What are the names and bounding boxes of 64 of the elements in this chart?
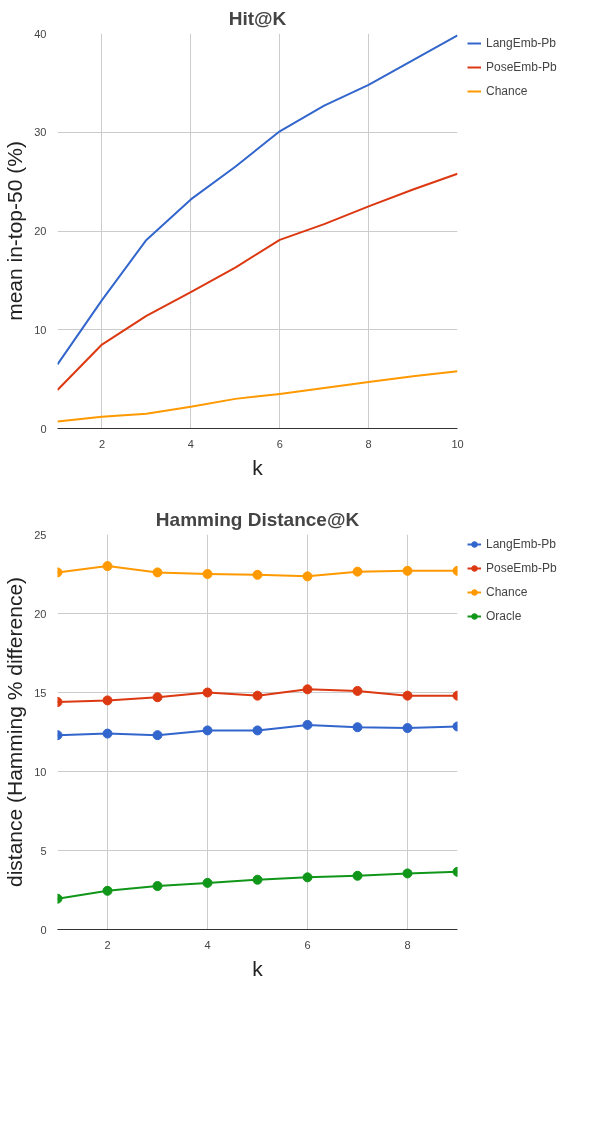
y-tick-label: 0 bbox=[40, 422, 47, 435]
point bbox=[402, 868, 413, 879]
y-tick-label: 5 bbox=[40, 844, 47, 857]
x-tick-label: 6 bbox=[276, 437, 283, 450]
x-tick-label: 8 bbox=[365, 437, 372, 450]
x-tick-label: 2 bbox=[98, 437, 106, 450]
point bbox=[152, 567, 163, 578]
point bbox=[402, 690, 413, 701]
chart-title: Hit@K bbox=[228, 7, 287, 29]
point bbox=[102, 561, 113, 572]
x-tick-label: 2 bbox=[104, 938, 111, 951]
x-tick-label: 10 bbox=[451, 437, 464, 450]
point bbox=[352, 722, 363, 733]
point bbox=[252, 874, 263, 885]
point bbox=[402, 565, 413, 576]
point bbox=[252, 690, 263, 701]
line-series bbox=[57, 34, 458, 366]
point bbox=[202, 687, 213, 698]
point bbox=[352, 566, 363, 577]
legend-label: PoseEmb-Pb bbox=[486, 60, 557, 74]
point bbox=[102, 728, 113, 739]
point bbox=[302, 684, 313, 695]
x-tick-label: 8 bbox=[404, 938, 411, 951]
y-tick-label: 25 bbox=[34, 528, 47, 541]
legend-label: LangEmb-Pb bbox=[486, 537, 557, 551]
y-tick-label: 10 bbox=[34, 765, 47, 778]
y-tick-label: 10 bbox=[34, 323, 47, 336]
line-series bbox=[57, 370, 458, 423]
chart-title: Hamming Distance@K bbox=[155, 508, 360, 530]
x-tick-label: 4 bbox=[204, 938, 211, 951]
y-tick-label: 20 bbox=[34, 225, 47, 237]
x-tick-label: 4 bbox=[187, 437, 194, 450]
point bbox=[352, 685, 363, 696]
point bbox=[302, 571, 313, 582]
point bbox=[102, 695, 113, 706]
legend-label: LangEmb-Pb bbox=[486, 36, 557, 50]
y-tick-label: 20 bbox=[34, 607, 47, 620]
legend-label: PoseEmb-Pb bbox=[486, 561, 557, 575]
y-tick-label: 0 bbox=[40, 923, 47, 936]
point bbox=[152, 730, 163, 741]
point bbox=[302, 719, 313, 730]
point bbox=[252, 569, 263, 580]
y-axis-title: mean in-top-50 (%) bbox=[3, 141, 27, 321]
point bbox=[402, 723, 413, 734]
legend-label: Chance bbox=[486, 585, 528, 599]
point bbox=[152, 881, 163, 892]
y-tick-label: 15 bbox=[34, 686, 47, 699]
x-axis-title: k bbox=[252, 956, 264, 980]
y-tick-label: 40 bbox=[34, 27, 47, 40]
point bbox=[302, 872, 313, 883]
point bbox=[102, 885, 113, 896]
legend-label: Oracle bbox=[486, 609, 522, 623]
x-axis-title: k bbox=[252, 455, 264, 479]
y-axis-title: distance (Hamming % difference) bbox=[3, 576, 27, 888]
point bbox=[202, 877, 213, 888]
point bbox=[202, 725, 213, 736]
point bbox=[152, 692, 163, 703]
y-tick-label: 30 bbox=[34, 126, 47, 139]
point bbox=[202, 569, 213, 579]
line-series bbox=[57, 172, 458, 391]
x-tick-label: 6 bbox=[304, 938, 311, 951]
point bbox=[252, 725, 263, 736]
point bbox=[352, 870, 363, 881]
legend-label: Chance bbox=[486, 84, 528, 98]
